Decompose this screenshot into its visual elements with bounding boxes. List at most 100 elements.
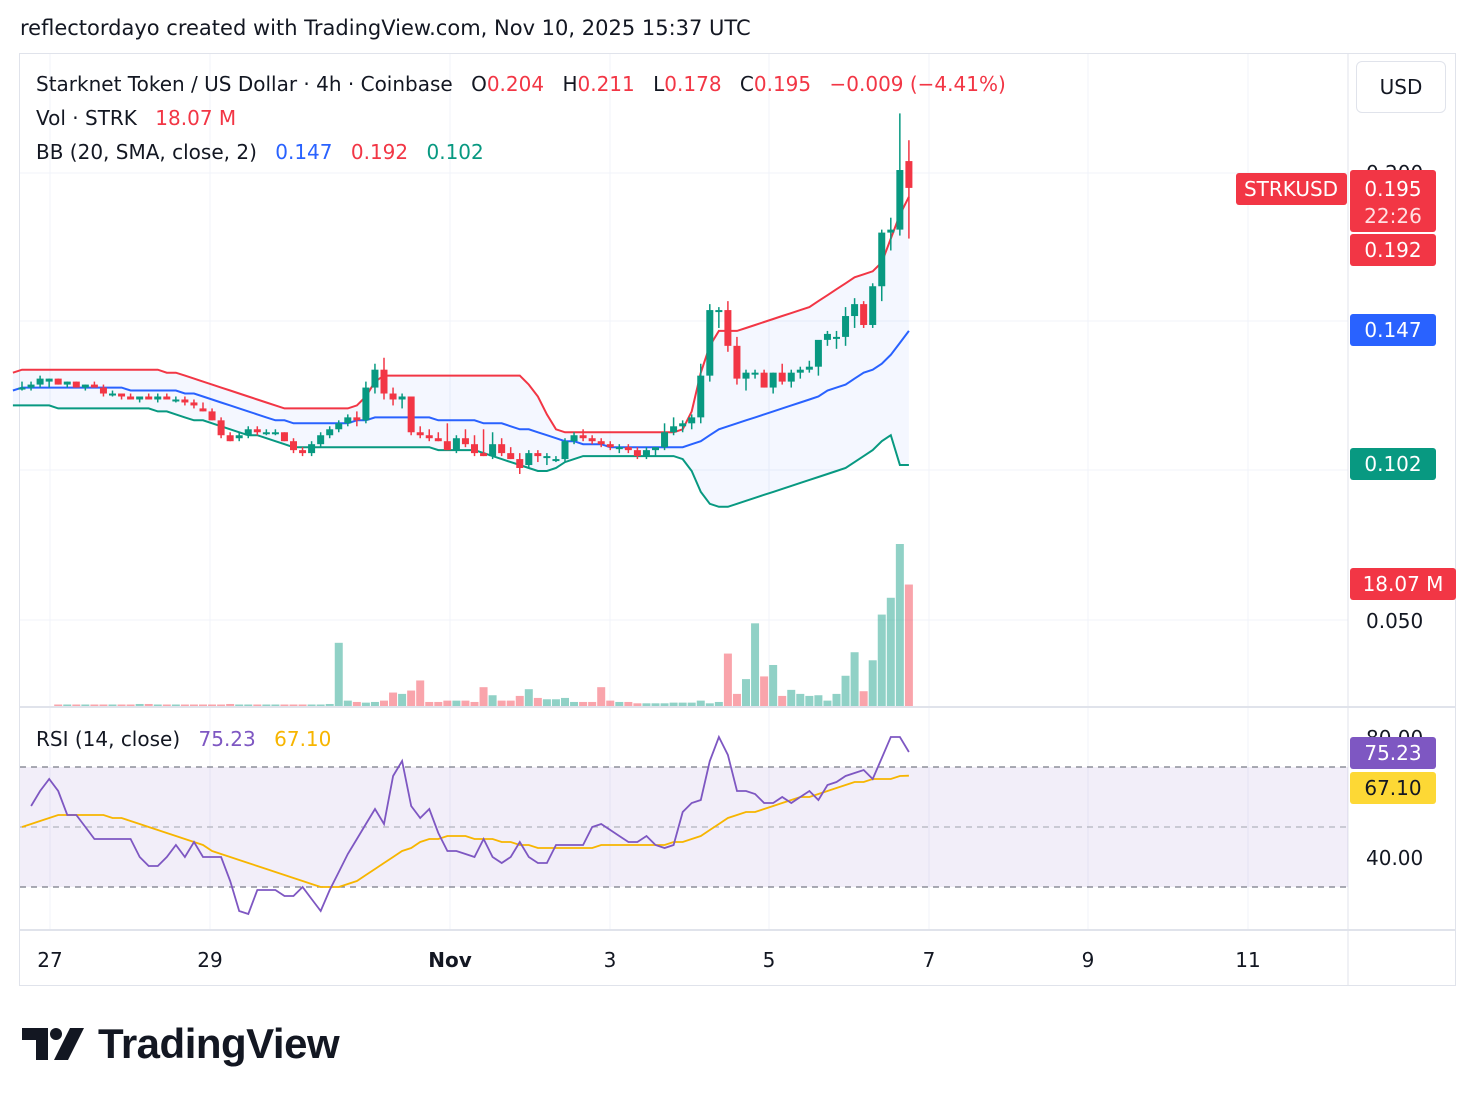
bb-legend-upper: 0.192	[350, 140, 409, 164]
bb-legend-label[interactable]: BB (20, SMA, close, 2)	[36, 140, 257, 164]
volume-bar	[714, 701, 723, 706]
tradingview-logo[interactable]: TradingView	[22, 1020, 340, 1068]
volume-bar	[380, 700, 388, 706]
candle-body	[54, 378, 62, 385]
volume-bar	[506, 700, 515, 706]
symbol-tag: STRKUSD	[1244, 177, 1338, 201]
volume-bar	[742, 679, 750, 706]
time-tick-7: 7	[923, 948, 936, 972]
bb-legend-lower: 0.102	[426, 140, 484, 164]
volume-bar	[497, 700, 506, 706]
candle-body	[597, 441, 605, 445]
candle-body	[543, 456, 551, 459]
time-axis: 27 29 Nov 3 5 7 9 11	[37, 948, 1260, 972]
rsi-legend-label[interactable]: RSI (14, close)	[36, 727, 181, 751]
volume-bar	[90, 704, 99, 706]
candle-body	[172, 399, 180, 402]
candle-body	[679, 423, 687, 427]
candle-body	[181, 399, 189, 403]
open-value: 0.204	[486, 72, 545, 96]
volume-bar	[778, 695, 787, 706]
volume-bar	[235, 704, 244, 706]
volume-bar	[814, 695, 823, 706]
candle-body	[670, 426, 678, 433]
candle-body	[109, 393, 116, 396]
candle-body	[516, 459, 524, 469]
volume-bar	[126, 704, 135, 706]
volume-bar	[99, 704, 108, 706]
candle-body	[163, 396, 171, 400]
volume-bar	[325, 703, 334, 706]
volume-bar	[316, 704, 325, 706]
candle-body	[398, 396, 406, 400]
candle-body	[299, 450, 307, 454]
bollinger-band-fill	[12, 196, 909, 507]
candle-body	[271, 432, 279, 435]
chart-frame	[19, 53, 1456, 986]
close-label: C	[739, 72, 754, 96]
candle-body	[507, 453, 515, 460]
candle-body	[633, 450, 641, 457]
volume-bar	[361, 702, 370, 706]
candle-body	[724, 310, 732, 346]
candle-body	[869, 286, 877, 325]
volume-bar	[633, 703, 642, 706]
currency-button[interactable]: USD	[1356, 61, 1446, 113]
last-price-label-bg	[1350, 170, 1436, 232]
candle-body	[127, 396, 135, 400]
candle-body	[552, 459, 560, 462]
candle-body	[425, 435, 433, 439]
volume-bar	[895, 544, 904, 706]
volume-bar	[597, 687, 606, 706]
bb-upper-line	[12, 196, 910, 434]
volume-bar	[199, 704, 207, 706]
volume-bar	[162, 704, 171, 706]
bb-legend[interactable]: BB (20, SMA, close, 2) 0.147 0.192 0.102	[36, 140, 484, 164]
candle-body	[751, 372, 759, 375]
bb-lower-label: 0.102	[1364, 452, 1421, 476]
rsi-legend[interactable]: RSI (14, close) 75.23 67.10	[36, 727, 331, 751]
volume-bar	[651, 703, 660, 706]
candle-body	[290, 441, 297, 451]
candle-body	[154, 396, 162, 400]
candle-body	[63, 381, 71, 385]
candle-body	[842, 316, 850, 337]
candle-body	[253, 429, 261, 433]
candle-body	[489, 444, 497, 457]
bb-lower-line	[12, 404, 909, 508]
candle-body	[27, 384, 35, 388]
candle-body	[81, 384, 89, 388]
volume-bar	[289, 704, 298, 706]
candle-body	[796, 369, 804, 373]
volume-bar	[660, 703, 669, 706]
volume-bar	[669, 702, 678, 706]
rsi-legend-ma: 67.10	[274, 727, 332, 751]
candle-body	[498, 444, 506, 454]
volume-bar	[615, 701, 624, 706]
volume-bar	[54, 704, 63, 706]
volume-bar	[226, 703, 235, 706]
bb-basis-label-bg	[1350, 314, 1436, 346]
volume-legend[interactable]: Vol · STRK 18.07 M	[36, 106, 236, 130]
volume-legend-label[interactable]: Vol · STRK	[36, 106, 137, 130]
rsi-ma-label: 67.10	[1364, 776, 1421, 800]
candle-body	[905, 161, 913, 188]
candle-body	[787, 372, 795, 382]
volume-label: 18.07 M	[1363, 572, 1444, 596]
symbol-legend[interactable]: Starknet Token / US Dollar · 4h · Coinba…	[36, 72, 1006, 96]
candle-body	[443, 441, 451, 451]
volume-bar	[561, 697, 569, 706]
candle-body	[208, 411, 216, 421]
candle-body	[769, 372, 777, 388]
volume-bar	[823, 700, 832, 706]
volume-bar	[723, 653, 732, 706]
bar-countdown-label: 22:26	[1364, 204, 1422, 228]
candle-body	[452, 438, 460, 451]
candle-body	[353, 417, 361, 421]
tradingview-logo-text: TradingView	[98, 1020, 340, 1067]
symbol-title[interactable]: Starknet Token / US Dollar · 4h · Coinba…	[36, 72, 453, 96]
candle-body	[579, 435, 587, 439]
volume-bar	[533, 697, 542, 706]
candle-body	[534, 453, 542, 457]
